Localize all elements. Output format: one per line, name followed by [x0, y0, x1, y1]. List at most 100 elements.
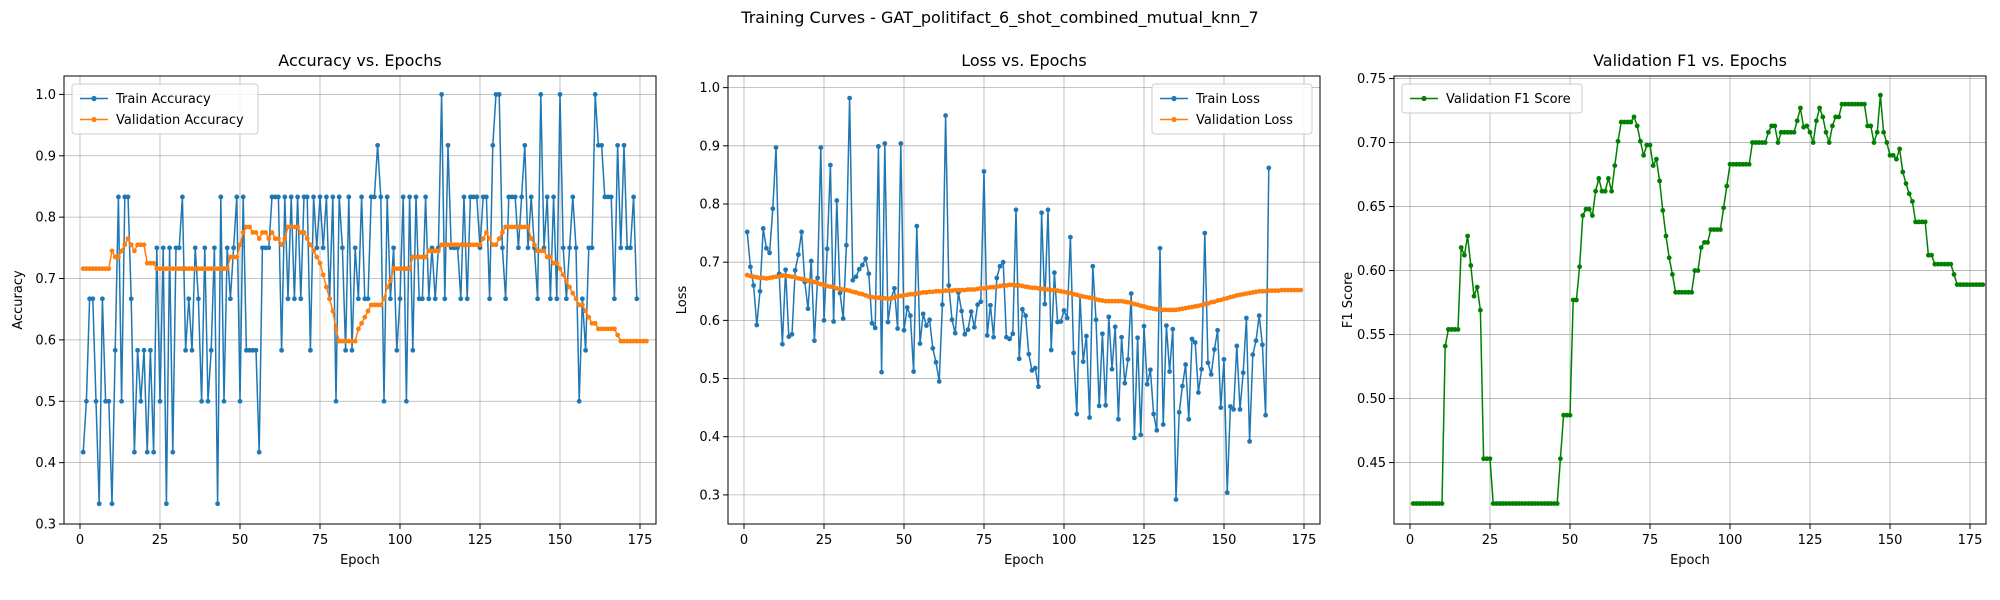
data-point: [1586, 206, 1592, 212]
data-point: [484, 230, 489, 235]
data-point: [266, 245, 272, 251]
data-point: [570, 290, 576, 296]
data-point: [1814, 118, 1819, 124]
x-tick-label: 25: [816, 533, 833, 548]
x-tick-label: 100: [388, 533, 413, 548]
data-point: [276, 194, 281, 200]
data-point: [968, 309, 974, 315]
data-point: [477, 242, 483, 248]
data-point: [1122, 380, 1128, 386]
x-tick-label: 75: [1642, 533, 1659, 548]
data-point: [599, 142, 604, 148]
data-point: [1039, 210, 1044, 216]
data-point: [228, 296, 233, 302]
data-point: [212, 245, 217, 251]
data-point: [330, 308, 336, 314]
data-point: [1138, 432, 1144, 438]
y-tick-label: 0.3: [699, 488, 720, 503]
data-point: [1836, 114, 1842, 120]
data-point: [1199, 366, 1204, 372]
data-point: [199, 398, 205, 404]
data-point: [1176, 409, 1182, 415]
data-point: [634, 296, 640, 302]
data-point: [548, 296, 553, 302]
data-point: [234, 254, 240, 260]
data-point: [196, 296, 201, 302]
data-point: [551, 194, 556, 200]
data-point: [936, 379, 942, 384]
data-point: [90, 296, 96, 302]
data-point: [1558, 456, 1563, 462]
data-point: [359, 194, 364, 200]
y-tick-label: 0.6: [699, 314, 720, 329]
data-point: [231, 245, 237, 251]
data-point: [365, 296, 371, 302]
data-point: [1471, 293, 1477, 299]
data-point: [218, 194, 224, 200]
data-point: [1606, 176, 1611, 181]
data-point: [780, 341, 785, 347]
data-point: [856, 266, 862, 272]
data-point: [592, 320, 598, 326]
data-point: [487, 236, 492, 242]
series-line-1: [82, 93, 638, 505]
data-point: [333, 326, 339, 332]
data-point: [834, 198, 840, 203]
data-point: [519, 194, 524, 200]
x-tick-label: 25: [152, 533, 169, 548]
x-axis-label: Epoch: [1004, 553, 1044, 568]
data-point: [1228, 404, 1233, 409]
data-point: [592, 92, 598, 97]
data-point: [1071, 350, 1076, 356]
data-point: [160, 245, 166, 251]
data-point: [1766, 129, 1771, 135]
data-point: [432, 296, 438, 302]
data-point: [773, 145, 779, 150]
legend-swatch-marker: [1421, 95, 1427, 102]
data-point: [1119, 334, 1124, 340]
data-point: [320, 245, 326, 251]
data-point: [1157, 245, 1163, 251]
data-point: [535, 296, 540, 302]
data-point: [125, 194, 131, 200]
data-point: [314, 245, 320, 251]
data-point: [340, 245, 345, 251]
data-point: [946, 283, 952, 288]
data-point: [445, 142, 451, 148]
data-point: [744, 229, 750, 235]
data-point: [1580, 213, 1586, 218]
data-point: [311, 248, 316, 254]
data-point: [1128, 291, 1134, 296]
data-point: [818, 145, 824, 150]
data-point: [1641, 152, 1646, 158]
data-point: [869, 320, 875, 326]
data-point: [1112, 324, 1118, 330]
data-point: [1670, 272, 1675, 277]
data-point: [1221, 356, 1227, 362]
data-point: [898, 141, 904, 146]
data-point: [1721, 205, 1726, 211]
data-point: [1026, 351, 1032, 357]
data-point: [484, 194, 489, 200]
x-tick-label: 50: [1562, 533, 1579, 548]
data-point: [904, 305, 910, 310]
data-point: [949, 317, 955, 323]
data-point: [1657, 178, 1662, 184]
data-point: [151, 260, 157, 266]
data-point: [1212, 347, 1217, 352]
data-point: [1487, 456, 1493, 462]
data-point: [1260, 342, 1265, 348]
data-point: [378, 194, 384, 200]
data-point: [930, 345, 936, 351]
data-point: [1455, 327, 1461, 332]
data-point: [767, 250, 772, 256]
data-point: [815, 275, 820, 281]
data-point: [988, 302, 993, 308]
data-point: [1980, 282, 1986, 288]
data-point: [119, 248, 124, 254]
data-point: [164, 501, 169, 507]
data-point: [1141, 323, 1147, 329]
data-point: [122, 242, 128, 248]
